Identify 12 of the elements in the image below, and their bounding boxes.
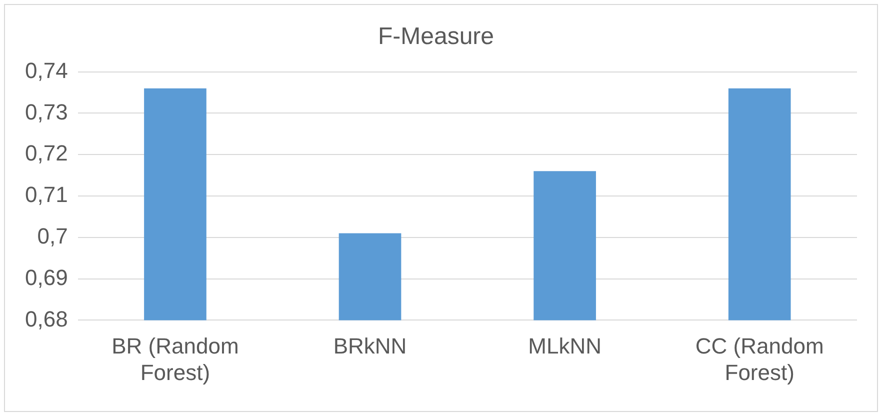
y-tick-label: 0,71	[24, 182, 68, 208]
x-tick-label: BR (Random Forest)	[112, 333, 239, 385]
y-tick-label: 0,72	[24, 140, 68, 166]
x-tick-label: CC (Random Forest)	[695, 333, 824, 385]
x-tick-label: BRkNN	[333, 333, 407, 358]
y-tick-label: 0,74	[24, 58, 68, 83]
y-tick-label: 0,68	[24, 306, 68, 332]
chart-title: F-Measure	[378, 23, 494, 50]
y-tick-label: 0,69	[24, 264, 68, 290]
y-tick-label: 0,73	[24, 99, 68, 124]
y-tick-label: 0,7	[37, 223, 68, 248]
x-tick-label: MLkNN	[528, 333, 602, 358]
